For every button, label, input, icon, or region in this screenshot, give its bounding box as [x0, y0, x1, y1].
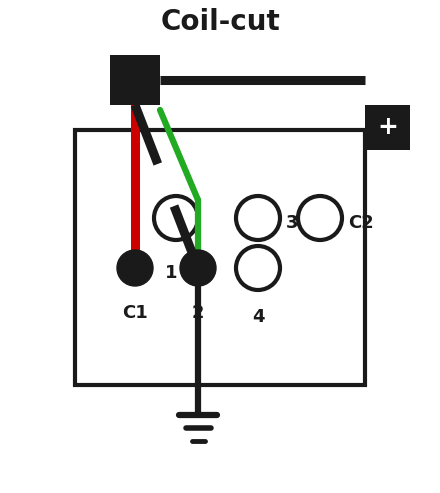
Text: +: +: [377, 115, 398, 140]
Circle shape: [180, 250, 216, 286]
Bar: [365, 105, 410, 150]
Text: C1: C1: [122, 304, 148, 322]
Text: C2: C2: [348, 214, 374, 232]
Bar: [110, 55, 160, 105]
Circle shape: [117, 250, 153, 286]
Text: 1: 1: [165, 264, 177, 282]
Text: 2: 2: [192, 304, 204, 322]
Text: 3: 3: [286, 214, 298, 232]
Text: Coil-cut: Coil-cut: [160, 8, 280, 36]
Bar: [75, 130, 365, 385]
Text: 4: 4: [252, 308, 264, 326]
